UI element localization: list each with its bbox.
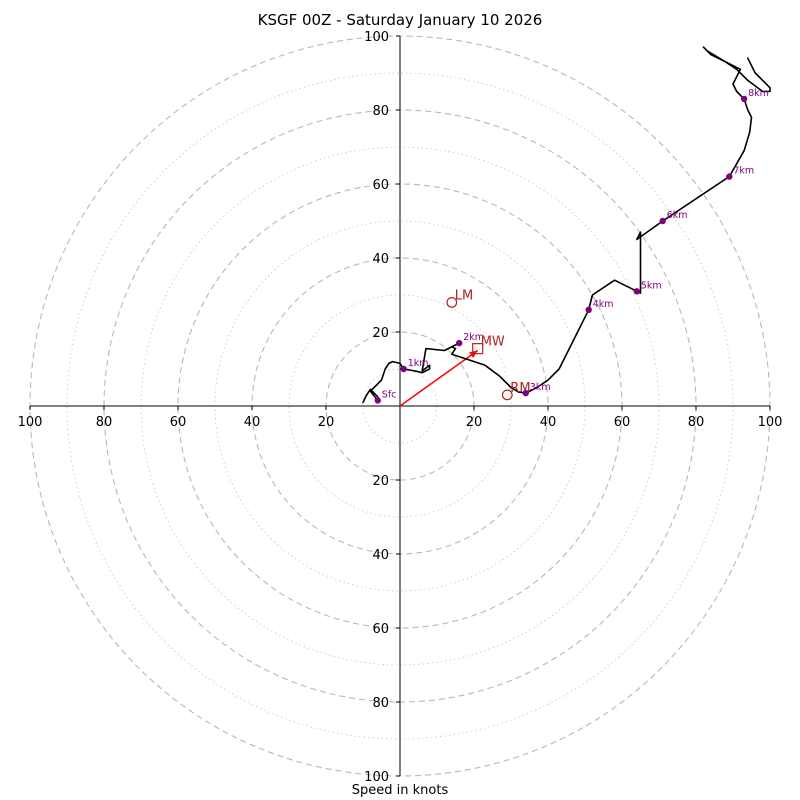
storm-motion-marker [446, 297, 458, 308]
storm-motion-marker [472, 343, 484, 355]
y-tick-label: 40 [372, 548, 389, 563]
y-tick-label: 60 [372, 178, 389, 193]
height-marker-label: 4km [593, 299, 614, 310]
x-tick-label: 20 [466, 415, 483, 430]
height-marker-point [726, 173, 733, 180]
height-markers: Sfc 1km 2km 3km 4km 5km 6km 7km 8km [374, 88, 769, 404]
storm-motion-label: LM [455, 288, 473, 303]
y-tick-label: 60 [372, 622, 389, 637]
y-tick-label: 20 [372, 326, 389, 341]
x-tick-label: 100 [18, 415, 43, 430]
x-tick-label: 40 [244, 415, 261, 430]
height-marker-point [740, 95, 748, 103]
chart-title: KSGF 00Z - Saturday January 10 2026 [257, 11, 543, 29]
height-marker-point [522, 389, 529, 397]
y-tick-label: 100 [364, 770, 389, 785]
height-marker-label: 3km [530, 382, 551, 393]
x-axis-label: Speed in knots [351, 783, 449, 798]
height-marker-point [374, 397, 381, 404]
height-marker-point [400, 365, 407, 373]
height-marker-point [456, 339, 463, 347]
x-tick-label: 100 [758, 415, 783, 430]
tick-labels: 100 80 60 40 20 20 40 60 80 100 100 80 60 40 20 20 40 60 8… [18, 30, 783, 785]
height-marker-label: 1km [408, 358, 429, 369]
storm-motion-label: RM [510, 381, 530, 396]
y-tick-label: 80 [372, 104, 389, 119]
y-tick-label: 20 [372, 474, 389, 489]
shear-vector-line [399, 349, 479, 407]
y-tick-label: 40 [372, 252, 389, 267]
height-marker-point [633, 288, 640, 295]
height-marker-label: 6km [667, 210, 688, 221]
height-marker-label: 7km [733, 166, 754, 177]
storm-motion-label: MW [481, 335, 505, 350]
height-marker-point [585, 306, 592, 313]
height-marker-label: 5km [641, 280, 662, 291]
x-tick-label: 80 [96, 415, 113, 430]
storm-motion-markers: LM RM MW [446, 288, 531, 401]
hodograph-line [362, 46, 771, 404]
x-tick-label: 20 [318, 415, 335, 430]
height-marker-label: 2km [463, 332, 484, 343]
height-marker-label: 8km [748, 88, 769, 99]
hodograph-trace [362, 46, 771, 404]
x-tick-label: 60 [614, 415, 631, 430]
y-tick-label: 100 [364, 30, 389, 45]
height-marker-label: Sfc [382, 389, 397, 400]
y-tick-label: 80 [372, 696, 389, 711]
x-tick-label: 40 [540, 415, 557, 430]
x-tick-label: 80 [688, 415, 705, 430]
storm-motion-marker [501, 389, 513, 401]
height-marker-point [659, 217, 666, 225]
x-tick-label: 60 [170, 415, 187, 430]
